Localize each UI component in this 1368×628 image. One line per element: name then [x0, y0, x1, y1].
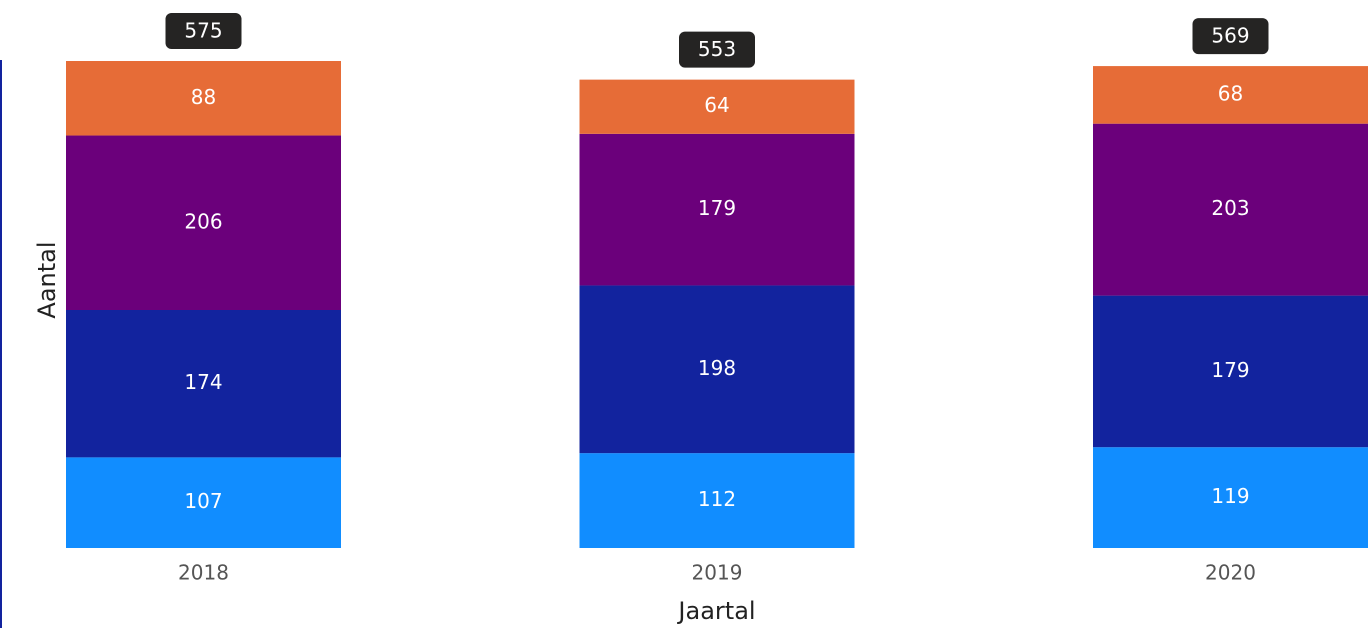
total-badge-2018 — [165, 13, 242, 49]
bar-segment-2019-3 — [579, 133, 855, 286]
bar-segment-2020-1 — [1093, 447, 1368, 548]
total-badge-2020 — [1192, 18, 1269, 55]
data-label-2019-2: 198 — [698, 356, 736, 380]
total-badge-2019 — [679, 31, 755, 68]
data-label-2019-1: 112 — [698, 487, 736, 511]
total-label-2020: 569 — [1211, 24, 1249, 48]
data-label-2020-1: 119 — [1211, 484, 1249, 508]
bar-segment-2018-1 — [66, 457, 341, 548]
bar-segment-2020-3 — [1093, 123, 1368, 296]
data-label-2019-4: 64 — [704, 93, 729, 117]
data-label-2020-4: 68 — [1218, 81, 1243, 105]
data-label-2018-1: 107 — [184, 489, 222, 513]
bar-segment-2020-4 — [1093, 66, 1368, 124]
left-edge-accent — [0, 60, 2, 628]
data-label-2020-3: 203 — [1211, 196, 1249, 220]
data-label-2020-2: 179 — [1211, 358, 1249, 382]
y-axis-title: Aantal — [33, 241, 61, 318]
x-axis-title: Jaartal — [676, 597, 755, 625]
labels-layer: 107 174 206 88 575 2018 112 198 179 64 553 2019 119 1… — [165, 13, 1269, 585]
bar-segment-2019-4 — [579, 79, 855, 134]
bar-segment-2019-2 — [579, 285, 855, 454]
bar-segment-2020-2 — [1093, 295, 1368, 448]
x-tick-label-2019: 2019 — [692, 561, 743, 585]
total-label-2018: 575 — [184, 19, 222, 43]
data-label-2018-4: 88 — [191, 85, 216, 109]
total-label-2019: 553 — [698, 37, 736, 61]
data-label-2018-2: 174 — [184, 370, 222, 394]
data-label-2019-3: 179 — [698, 196, 736, 220]
bar-segment-2018-3 — [66, 135, 341, 311]
data-label-2018-3: 206 — [184, 209, 222, 233]
bars-layer — [66, 61, 1368, 548]
bar-segment-2019-1 — [579, 453, 855, 548]
x-tick-label-2018: 2018 — [178, 561, 229, 585]
bar-segment-2018-2 — [66, 310, 341, 458]
x-tick-label-2020: 2020 — [1205, 561, 1256, 585]
bar-segment-2018-4 — [66, 61, 341, 136]
